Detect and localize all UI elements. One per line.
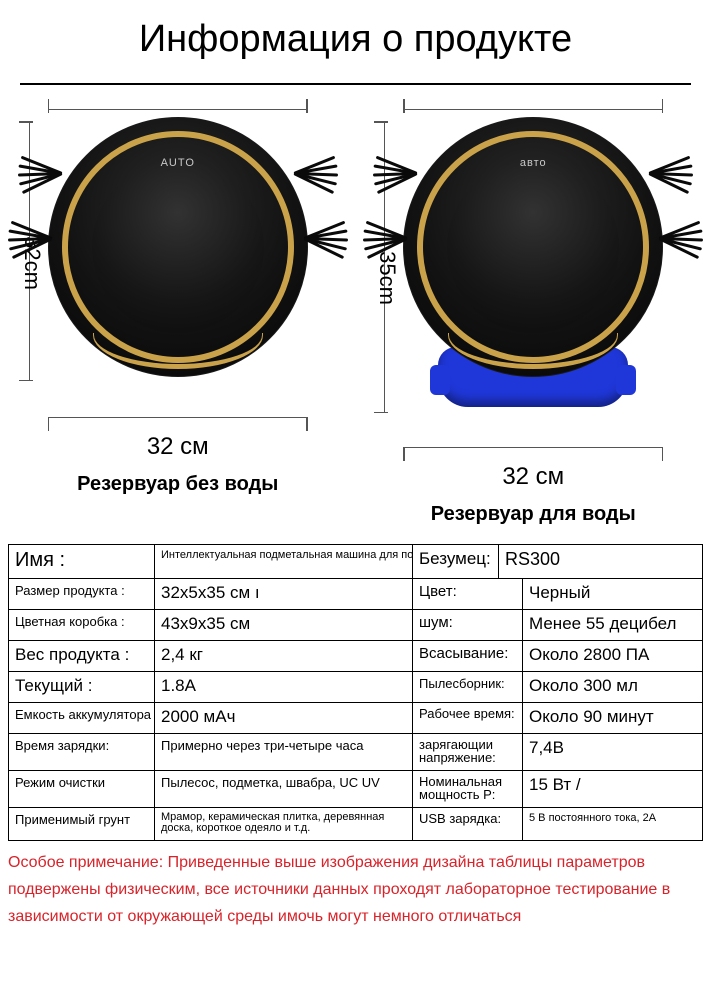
table-row: Емкость аккумулятора 2000 мАч Рабочее вр… xyxy=(9,703,702,734)
cell-value: 43x9x35 см xyxy=(155,610,413,640)
dim-bracket-top-right xyxy=(403,95,663,113)
cell-label: Рабочее время: xyxy=(413,703,523,733)
table-row: Имя : Интеллектуальная подметальная маши… xyxy=(9,545,702,579)
cell-value: 2,4 кг xyxy=(155,641,413,671)
product-right: 35cm авто 32 см Резервуар для в xyxy=(356,95,711,526)
table-row: Размер продукта : 32x5x35 см ı Цвет: Чер… xyxy=(9,579,702,610)
cell-value: Мрамор, керамическая плитка, деревянная … xyxy=(155,808,413,840)
table-row: Вес продукта : 2,4 кг Всасывание: Около … xyxy=(9,641,702,672)
footnote: Особое примечание: Приведенные выше изоб… xyxy=(8,849,703,931)
caption-right: Резервуар для воды xyxy=(431,503,636,526)
cell-label: шум: xyxy=(413,610,523,640)
auto-label-left: AUTO xyxy=(161,157,195,169)
caption-left: Резервуар без воды xyxy=(77,473,278,496)
cell-label: Всасывание: xyxy=(413,641,523,671)
cell-label: Время зарядки: xyxy=(9,734,155,770)
table-row: Цветная коробка : 43x9x35 см шум: Менее … xyxy=(9,610,702,641)
cell-value: 2000 мАч xyxy=(155,703,413,733)
cell-label: Пылесборник: xyxy=(413,672,523,702)
robot-vacuum-left: AUTO xyxy=(48,117,308,377)
width-label-left: 32 см xyxy=(147,433,209,461)
cell-value: 32x5x35 см ı xyxy=(155,579,413,609)
table-row: Режим очистки Пылесос, подметка, швабра,… xyxy=(9,771,702,808)
table-row: Время зарядки: Примерно через три-четыре… xyxy=(9,734,702,771)
cell-label: Размер продукта : xyxy=(9,579,155,609)
cell-value: Около 2800 ПА xyxy=(523,641,702,671)
page-title: Информация о продукте xyxy=(0,0,711,83)
cell-value: RS300 xyxy=(499,545,702,578)
cell-value: Примерно через три-четыре часа xyxy=(155,734,413,770)
height-label-right: 35cm xyxy=(374,251,400,305)
cell-value: Около 90 минут xyxy=(523,703,702,733)
cell-value: Черный xyxy=(523,579,702,609)
cell-value: Пылесос, подметка, швабра, UC UV xyxy=(155,771,413,807)
table-row: Применимый грунт Мрамор, керамическая пл… xyxy=(9,808,702,840)
cell-label: Режим очистки xyxy=(9,771,155,807)
cell-label: Цветная коробка : xyxy=(9,610,155,640)
cell-label: Номинальная мощность P: xyxy=(413,771,523,807)
auto-label-right: авто xyxy=(520,157,547,169)
cell-label: Емкость аккумулятора xyxy=(9,703,155,733)
dim-bracket-bottom-right xyxy=(403,443,663,461)
cell-label: Текущий : xyxy=(9,672,155,702)
cell-label: Вес продукта : xyxy=(9,641,155,671)
cell-value: 15 Вт / xyxy=(523,771,702,807)
width-label-right: 32 см xyxy=(502,463,564,491)
spec-table: Имя : Интеллектуальная подметальная маши… xyxy=(8,544,703,841)
cell-label: Цвет: xyxy=(413,579,523,609)
cell-label: Имя : xyxy=(9,545,155,578)
robot-vacuum-right: авто xyxy=(403,117,663,377)
cell-value: Интеллектуальная подметальная машина для… xyxy=(155,545,413,578)
cell-label: USB зарядка: xyxy=(413,808,523,840)
product-left: 32cm AUTO 32 см Резервуар без воды xyxy=(0,95,356,526)
table-row: Текущий : 1.8A Пылесборник: Около 300 мл xyxy=(9,672,702,703)
cell-value: Менее 55 децибел xyxy=(523,610,702,640)
dim-bracket-bottom-left xyxy=(48,413,308,431)
cell-value: 7,4В xyxy=(523,734,702,770)
cell-label: Применимый грунт xyxy=(9,808,155,840)
cell-label: зарягающии напряжение: xyxy=(413,734,523,770)
cell-value: Около 300 мл xyxy=(523,672,702,702)
cell-value: 1.8A xyxy=(155,672,413,702)
cell-value: 5 В постоянного тока, 2А xyxy=(523,808,702,840)
cell-label: Безумец: xyxy=(413,545,499,578)
dim-bracket-top-left xyxy=(48,95,308,113)
